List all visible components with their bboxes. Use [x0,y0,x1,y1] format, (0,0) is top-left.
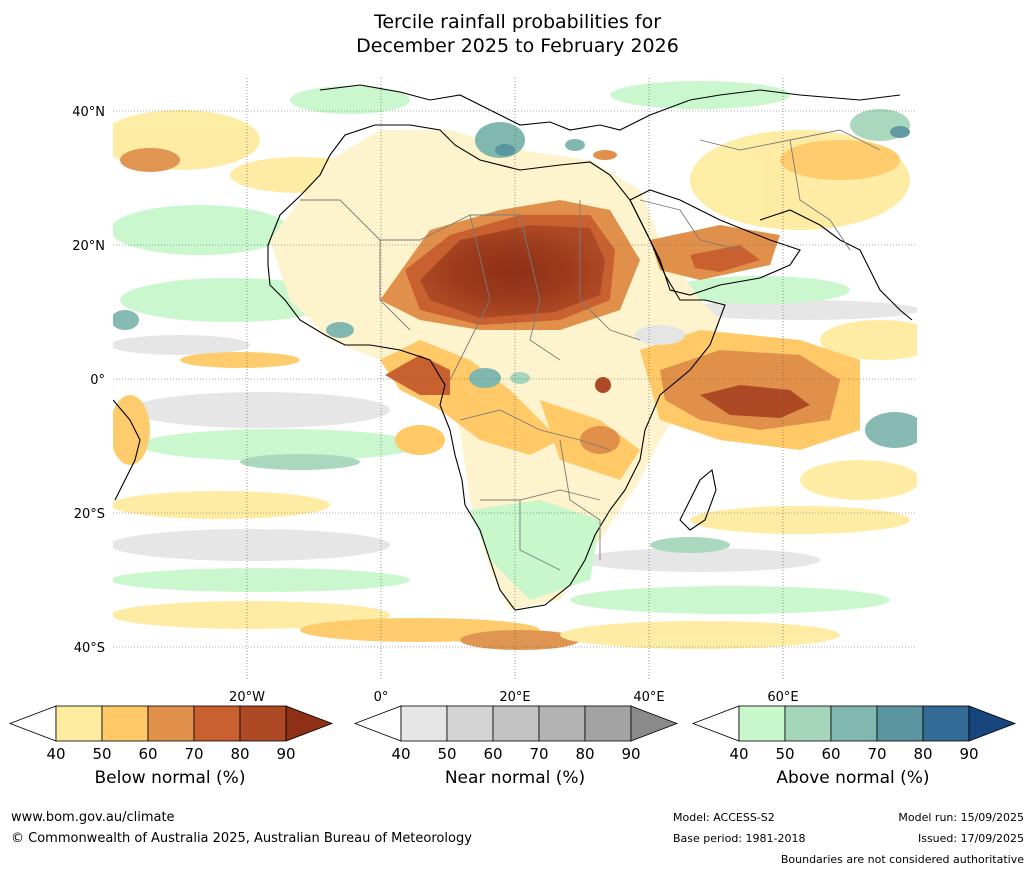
colorbar-bin [922,705,970,742]
lat-label: 40°N [72,105,105,120]
lat-label: 0° [90,373,105,388]
colorbar-tick-label: 70 [184,745,203,763]
colorbar-bin [738,705,786,742]
colorbar-near-normal: 40 50 60 70 80 90 [353,705,679,763]
colorbar-extend-low [353,705,402,742]
colorbar-extend-low [8,705,57,742]
colorbar-tick-label: 60 [821,745,840,763]
colorbar-bin [101,705,149,742]
colorbar-tick-label: 80 [230,745,249,763]
colorbar-tick-label: 70 [529,745,548,763]
colorbar-tick-label: 80 [575,745,594,763]
country-borders [300,129,881,571]
base-period-text: Base period: 1981-2018 [673,832,806,845]
model-text: Model: ACCESS-S2 [673,811,775,824]
colorbar-bin [446,705,494,742]
graticule [113,78,917,681]
colorbar-tick-label: 40 [729,745,748,763]
colorbar-tick-label: 40 [46,745,65,763]
colorbar-label-near: Near normal (%) [444,768,586,788]
lon-label: 20°W [229,690,265,705]
map-panel [113,78,917,681]
colorbar-bin [193,705,241,742]
colorbar-tick-label: 60 [138,745,157,763]
colorbar-bin [584,705,632,742]
lat-label: 20°N [72,239,105,254]
colorbar-below-normal: 40 50 60 70 80 90 [8,705,334,763]
latitude-labels: 40°N 20°N 0° 20°S 40°S [72,105,105,656]
colorbar-extend-high [630,705,679,742]
lon-label: 40°E [633,690,664,705]
colorbar-bin [538,705,586,742]
colorbar-extend-high [285,705,334,742]
colorbar-bin [492,705,540,742]
colorbar-extend-low [691,705,740,742]
colorbar-tick-label: 90 [621,745,640,763]
colorbar-tick-label: 50 [437,745,456,763]
coastlines [113,84,913,611]
copyright-text: © Commonwealth of Australia 2025, Austra… [11,831,472,846]
longitude-labels: 20°W 0° 20°E 40°E 60°E [229,690,799,705]
colorbar-bin [55,705,103,742]
colorbar-tick-label: 50 [92,745,111,763]
title-line-1: Tercile rainfall probabilities for [373,11,662,33]
issued-text: Issued: 17/09/2025 [917,832,1024,845]
colorbar-tick-label: 70 [867,745,886,763]
colorbar-label-below: Below normal (%) [94,768,246,788]
lat-label: 20°S [74,507,105,522]
colorbar-extend-high [968,705,1017,742]
colorbar-tick-label: 40 [391,745,410,763]
colorbar-bin [784,705,832,742]
website-link[interactable]: www.bom.gov.au/climate [11,810,175,825]
colorbar-label-above: Above normal (%) [776,768,930,788]
colorbar-bin [147,705,195,742]
colorbar-bin [830,705,878,742]
colorbar-tick-label: 60 [483,745,502,763]
colorbar-tick-label: 50 [775,745,794,763]
colorbar-tick-label: 90 [276,745,295,763]
colorbar-bin [239,705,287,742]
map-title: Tercile rainfall probabilities for Decem… [0,10,1035,58]
title-line-2: December 2025 to February 2026 [356,35,679,57]
colorbar-tick-label: 90 [959,745,978,763]
lon-label: 20°E [499,690,530,705]
colorbar-bin [876,705,924,742]
colorbar-above-normal: 40 50 60 70 80 90 [691,705,1017,763]
disclaimer-text: Boundaries are not considered authoritat… [780,853,1024,866]
colorbar-tick-label: 80 [913,745,932,763]
lon-label: 0° [374,690,389,705]
colorbar-bin [400,705,448,742]
model-run-text: Model run: 15/09/2025 [898,811,1024,824]
lon-label: 60°E [767,690,798,705]
lat-label: 40°S [74,641,105,656]
